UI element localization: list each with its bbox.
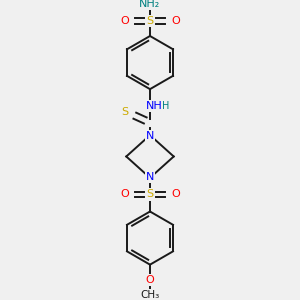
- Text: N: N: [146, 172, 154, 182]
- Text: S: S: [146, 16, 154, 26]
- Text: N: N: [146, 130, 154, 141]
- Text: S: S: [146, 189, 154, 200]
- Text: O: O: [171, 16, 180, 26]
- Text: H: H: [162, 101, 170, 111]
- Text: S: S: [121, 107, 128, 117]
- Text: O: O: [120, 189, 129, 200]
- Text: NH₂: NH₂: [140, 0, 160, 9]
- Text: O: O: [120, 16, 129, 26]
- Text: O: O: [146, 275, 154, 285]
- Text: CH₃: CH₃: [140, 290, 160, 300]
- Text: NH: NH: [146, 101, 163, 111]
- Text: O: O: [171, 189, 180, 200]
